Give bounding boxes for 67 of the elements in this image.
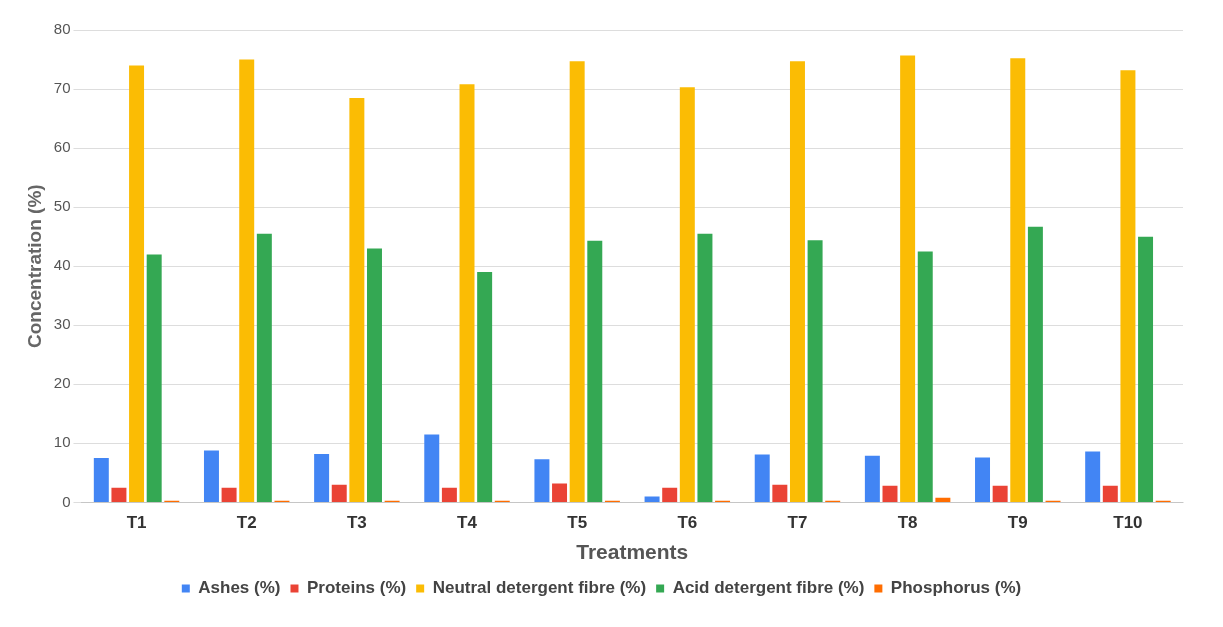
bar <box>221 487 237 502</box>
bar <box>314 453 330 502</box>
bar <box>569 61 585 502</box>
bar <box>992 485 1008 502</box>
y-tick-label: 40 <box>53 256 71 274</box>
bar <box>424 434 440 502</box>
bar <box>900 55 916 502</box>
x-tick-label: T8 <box>897 513 918 533</box>
bar <box>882 485 898 502</box>
bar <box>1120 70 1136 502</box>
x-tick-label: T3 <box>346 513 367 533</box>
bar <box>789 61 805 502</box>
x-axis-title: Treatments <box>576 540 689 564</box>
y-tick-label: 70 <box>53 79 71 97</box>
bar <box>203 450 219 502</box>
bar <box>239 59 255 502</box>
y-tick-label: 10 <box>53 433 71 451</box>
bar <box>534 459 550 502</box>
legend-label: Neutral detergent fibre (%) <box>432 578 647 598</box>
y-tick-label: 30 <box>53 315 71 333</box>
legend-label: Proteins (%) <box>306 578 407 598</box>
bar <box>441 487 457 502</box>
bar <box>552 483 568 502</box>
bar <box>697 233 713 502</box>
bar <box>917 251 933 502</box>
x-tick-label: T1 <box>126 513 147 533</box>
bar <box>459 84 475 502</box>
bar <box>935 497 951 502</box>
x-tick-label: T5 <box>567 513 588 533</box>
y-axis-title: Concentration (%) <box>23 184 45 348</box>
bar <box>644 496 660 502</box>
legend-label: Phosphorus (%) <box>890 578 1022 598</box>
x-tick-label: T7 <box>787 513 808 533</box>
bar <box>1102 485 1118 502</box>
bar <box>349 97 365 502</box>
bar <box>477 272 493 502</box>
y-tick-label: 60 <box>53 138 71 156</box>
bar <box>975 457 991 502</box>
bar <box>1027 226 1043 502</box>
y-tick-label: 20 <box>53 374 71 392</box>
bar <box>331 484 347 502</box>
bar <box>807 240 823 502</box>
x-tick-label: T10 <box>1113 513 1143 533</box>
bar <box>679 87 695 502</box>
bar <box>662 487 678 502</box>
y-tick-label: 50 <box>53 197 71 215</box>
bar <box>1010 58 1026 502</box>
bar <box>256 233 272 502</box>
x-tick-label: T6 <box>677 513 698 533</box>
bar <box>587 240 603 502</box>
bar <box>754 454 770 502</box>
bar <box>111 487 127 502</box>
x-tick-label: T9 <box>1007 513 1028 533</box>
bar <box>93 458 109 502</box>
bar <box>146 254 162 502</box>
bar <box>1138 236 1154 502</box>
x-tick-label: T2 <box>236 513 257 533</box>
x-tick-label: T4 <box>457 513 478 533</box>
bar <box>1085 451 1101 502</box>
bar <box>772 484 788 502</box>
legend-label: Acid detergent fibre (%) <box>672 578 865 598</box>
y-tick-label: 80 <box>53 20 71 38</box>
y-tick-label: 0 <box>62 492 71 510</box>
bar <box>864 455 880 502</box>
legend-label: Ashes (%) <box>198 578 281 598</box>
bar <box>129 65 145 502</box>
bar <box>367 248 382 502</box>
